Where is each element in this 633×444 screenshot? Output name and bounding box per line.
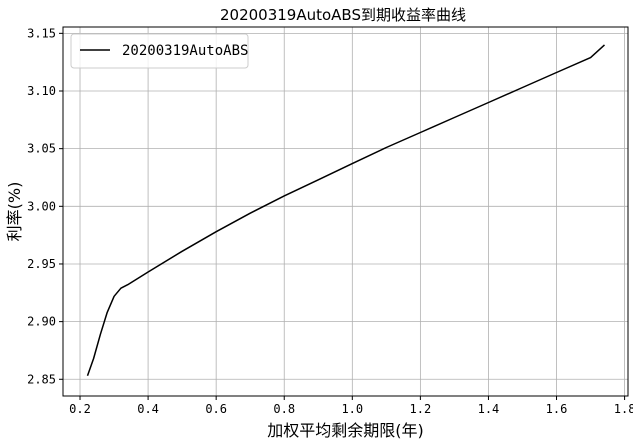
grid-layer	[63, 27, 628, 396]
y-tick-label: 3.10	[27, 84, 56, 98]
x-tick-label: 0.4	[137, 402, 159, 416]
y-tick-label: 3.00	[27, 199, 56, 213]
x-tick-label: 1.2	[410, 402, 432, 416]
x-tick-label: 0.8	[273, 402, 295, 416]
legend-box	[70, 33, 249, 69]
chart-title: 20200319AutoABS到期收益率曲线	[220, 6, 466, 24]
x-axis-label: 加权平均剩余期限(年)	[267, 421, 424, 440]
legend-label: 20200319AutoABS	[122, 43, 248, 59]
x-tick-label: 1.6	[546, 402, 568, 416]
x-tick-label: 1.8	[614, 402, 633, 416]
y-tick-label: 3.15	[27, 26, 56, 40]
tick-layer: 0.2 0.4 0.6 0.8 1.0 1.2 1.4 1.6 1.8 2.85 2.90 2.95 3…	[27, 26, 633, 416]
x-tick-label: 0.6	[205, 402, 227, 416]
series-line	[86, 44, 606, 377]
x-tick-label: 0.2	[69, 402, 91, 416]
x-tick-label: 1.0	[341, 402, 363, 416]
y-tick-label: 3.05	[27, 142, 56, 156]
series-layer	[86, 44, 606, 377]
y-axis-label: 利率(%)	[5, 182, 24, 242]
y-tick-label: 2.95	[27, 257, 56, 271]
y-tick-label: 2.90	[27, 315, 56, 329]
plot-area-frame	[62, 26, 629, 397]
x-tick-label: 1.4	[478, 402, 500, 416]
legend: 20200319AutoABS	[70, 33, 249, 69]
y-tick-label: 2.85	[27, 372, 56, 386]
